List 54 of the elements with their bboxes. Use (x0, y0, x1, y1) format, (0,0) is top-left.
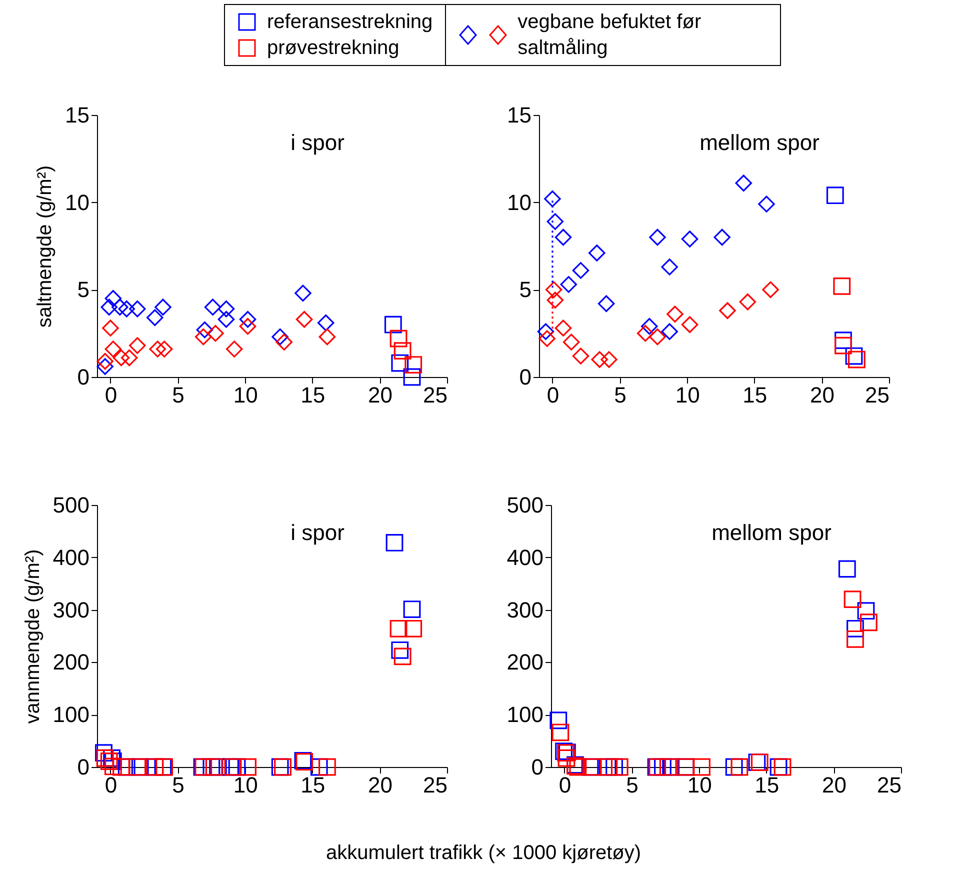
x-tick-label: 0 (104, 382, 118, 408)
x-tick-label: 20 (368, 772, 392, 798)
x-tick-label: 15 (754, 772, 780, 798)
x-tick-label: 10 (687, 772, 712, 798)
x-tick-label: 0 (558, 772, 572, 798)
y-tick-label: 200 (52, 650, 90, 675)
y-tick-label: 300 (52, 597, 90, 622)
x-tick-label: 20 (810, 382, 834, 408)
y-tick-label: 0 (519, 364, 532, 390)
y-tick-label: 500 (506, 492, 544, 518)
x-tick-label: 0 (546, 382, 560, 408)
x-tick-label: 5 (172, 772, 184, 798)
text: i spor (290, 130, 344, 155)
x-tick-label: 15 (300, 772, 326, 798)
text: i spor (290, 520, 344, 545)
x-tick-label: 10 (233, 382, 258, 408)
y-tick-label: 200 (506, 650, 544, 675)
x-tick-label: 15 (742, 382, 768, 408)
x-tick-label: 20 (822, 772, 846, 798)
legend-label: prøvestrekning (267, 36, 400, 61)
x-tick-label: 25 (877, 772, 902, 798)
x-tick-label: 5 (626, 772, 638, 798)
y-tick-label: 400 (52, 544, 90, 570)
y-tick-label: 15 (65, 102, 90, 128)
y-tick-label: 0 (77, 364, 90, 390)
y-axis-title: vannmengde (g/m²) (22, 549, 44, 724)
y-tick-label: 15 (507, 102, 532, 128)
y-tick-label: 0 (77, 754, 90, 780)
text: mellom spor (700, 130, 820, 155)
x-tick-label: 25 (423, 382, 448, 408)
y-tick-label: 100 (52, 702, 90, 728)
y-tick-label: 0 (531, 754, 544, 780)
legend-label: referansestrekning (267, 10, 433, 35)
y-tick-label: 10 (507, 190, 532, 215)
y-tick-label: 500 (52, 492, 90, 518)
y-tick-label: 10 (65, 190, 90, 215)
x-tick-label: 25 (865, 382, 890, 408)
x-tick-label: 0 (104, 772, 118, 798)
x-axis-title: akkumulert trafikk (× 1000 kjøretøy) (324, 842, 642, 865)
y-tick-label: 100 (506, 702, 544, 728)
x-tick-label: 5 (614, 382, 626, 408)
x-tick-label: 25 (423, 772, 448, 798)
x-tick-label: 10 (233, 772, 258, 798)
y-tick-label: 5 (519, 277, 532, 302)
y-tick-label: 300 (506, 597, 544, 622)
legend-label: vegbane befuktet før saltmåling (518, 10, 702, 61)
x-tick-label: 10 (675, 382, 700, 408)
text: mellom spor (712, 520, 832, 545)
y-axis-title: saltmengde (g/m²) (34, 165, 56, 328)
x-tick-label: 15 (300, 382, 326, 408)
x-tick-label: 20 (368, 382, 392, 408)
x-tick-label: 5 (172, 382, 184, 408)
y-tick-label: 5 (77, 277, 90, 302)
y-tick-label: 400 (506, 544, 544, 570)
